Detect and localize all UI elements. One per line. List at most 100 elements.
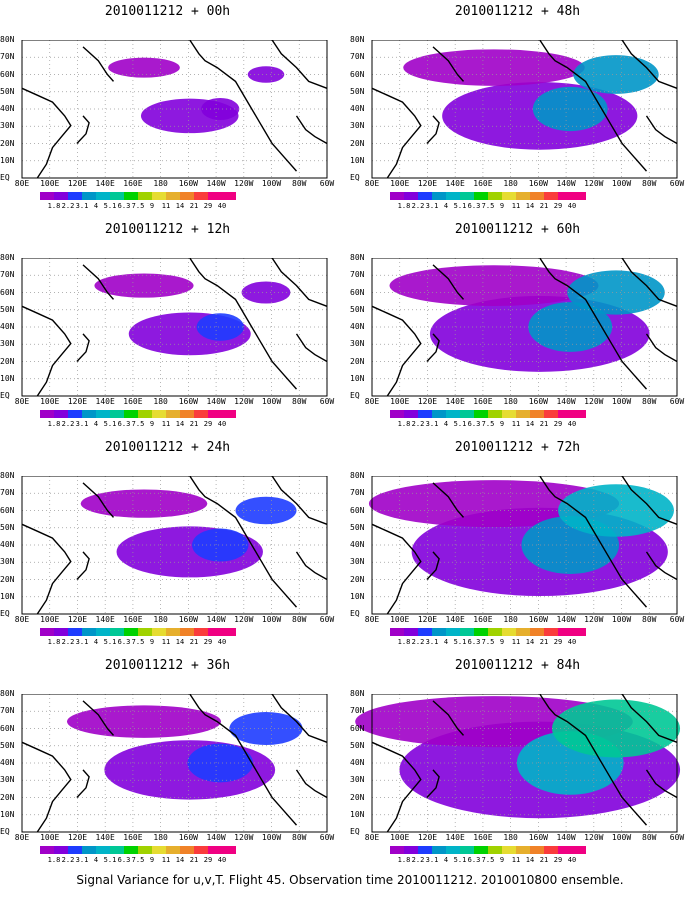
colorbar-swatch [96,628,110,636]
lat-label: 60N [0,723,15,733]
map-panel: 2010011212 + 60h 80N 70N 60N 50N 40N 30N 20N 10N… [350,222,685,432]
colorbar-label: 11 [161,638,171,646]
lat-label: 70N [350,488,365,498]
panel-title: 2010011212 + 72h [454,440,581,455]
colorbar-label: 9 [499,420,505,428]
colorbar-swatch [40,846,54,854]
colorbar-label: 4 [443,420,449,428]
lon-label: 160W [528,179,548,188]
colorbar-label: 9 [149,420,155,428]
lat-label: 40N [350,758,365,767]
coastline [82,264,115,300]
lon-label: 140W [206,179,226,188]
lat-label: 40N [350,104,365,113]
colorbar-swatch [54,628,68,636]
colorbar-swatch [180,192,194,200]
colorbar-swatch [110,410,124,418]
colorbar-swatch [138,628,152,636]
lon-label: 140E [95,397,115,406]
panel-title: 2010011212 + 12h [104,222,231,237]
colorbar-label: 9 [499,856,505,864]
map-plot [21,476,328,615]
lon-label: 80W [292,397,307,406]
colorbar-swatch [572,846,586,854]
lon-labels: 80E 100E 120E 140E 160E 180 160W 140W 120W 100W 80… [0,397,335,407]
lat-label: 60N [350,69,365,79]
lat-label: 70N [0,270,15,280]
colorbar-label: 14 [525,856,535,864]
lon-label: 80W [642,615,657,624]
coastline [82,46,115,82]
colorbar-label: 6.3 [117,420,131,428]
colorbar-label: 4 [443,638,449,646]
colorbar-label: 9 [149,856,155,864]
colorbar-label: 40 [217,856,227,864]
figure-caption: Signal Variance for u,v,T. Flight 45. Ob… [76,873,624,887]
colorbar-label: 1.8 [47,202,61,210]
colorbar-label: 2.2 [61,420,75,428]
colorbar-label: 11 [511,420,521,428]
lon-label: 80E [364,833,380,842]
colorbar-swatch [572,628,586,636]
lon-label: 140E [445,833,465,842]
coastline [21,305,72,397]
lat-label: 70N [350,706,365,716]
lon-label: 100E [390,615,410,624]
colorbar-swatch [124,410,138,418]
colorbar-labels: 1.8 2.2 3.1 4 5.1 6.3 7.5 9 11 14 21 29 40 [40,420,320,430]
colorbar-label: 5.1 [453,638,467,646]
coastline [621,258,678,307]
lat-label: 50N [350,304,365,314]
colorbar-labels: 1.8 2.2 3.1 4 5.1 6.3 7.5 9 11 14 21 29 40 [390,856,670,866]
colorbar-swatch [558,628,572,636]
colorbar-swatch [138,846,152,854]
colorbar-swatch [418,628,432,636]
lat-label: 10N [0,373,15,383]
coastline [76,115,90,144]
map-frame [371,476,678,615]
map-plot [21,258,328,397]
coastline [371,305,422,397]
colorbar [40,192,236,200]
coastline [295,333,328,363]
colorbar-label: 3.1 [75,202,89,210]
panel-title: 2010011212 + 60h [454,222,581,237]
coastline [621,40,678,89]
colorbar [390,846,586,854]
colorbar-swatch [516,846,530,854]
lat-label: 20N [350,138,365,148]
colorbar-label: 3.1 [425,638,439,646]
colorbar-swatch [124,628,138,636]
colorbar-swatch [530,192,544,200]
colorbar-label: 11 [511,638,521,646]
lat-label: 20N [0,138,15,148]
lat-label: 20N [0,574,15,584]
colorbar-swatch [124,192,138,200]
colorbar-swatch [54,846,68,854]
lat-label: 10N [350,591,365,601]
lat-label: 50N [0,304,15,314]
variance-shading [192,528,249,562]
lon-label: 60W [319,833,335,842]
lon-label: 100W [611,615,632,624]
coastline [645,551,678,581]
colorbar-label: 4 [93,638,99,646]
colorbar-label: 9 [149,638,155,646]
lat-label: 60N [350,287,365,297]
lat-label: 20N [0,356,15,366]
coastline [371,523,422,615]
colorbar-label: 40 [567,856,577,864]
lon-labels: 80E 100E 120E 140E 160E 180 160W 140W 120W 100W 80… [350,833,685,843]
colorbar-label: 2.2 [61,202,75,210]
map-frame [371,694,678,833]
lat-label: 40N [0,758,15,767]
colorbar [390,192,586,200]
lat-label: 30N [0,121,15,131]
lon-label: 140W [556,179,576,188]
colorbar-swatch [222,628,236,636]
lon-label: 80E [14,179,30,188]
colorbar-label: 2.2 [411,202,425,210]
colorbar-swatch [516,628,530,636]
colorbar-swatch [432,628,446,636]
colorbar-label: 21 [539,420,549,428]
